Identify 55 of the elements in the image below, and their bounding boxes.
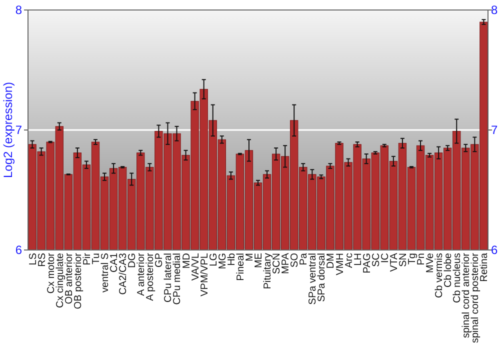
x-tick-label: CA1 <box>109 252 120 272</box>
x-tick-label: CPu medial <box>172 253 184 305</box>
x-tick-label: Pir <box>82 252 93 266</box>
x-tick-label: Cb lobe <box>443 252 454 288</box>
x-tick-label: LH <box>352 253 364 266</box>
x-tick-label: ME <box>254 252 264 268</box>
y-axis-title: Log2 (expression) <box>1 82 15 178</box>
x-tick-label: VA/VL <box>190 252 202 281</box>
x-tick-label: CA2/CA3 <box>118 252 130 295</box>
x-tick-label: VPM/VPL <box>199 252 210 296</box>
x-tick-label: OB posterior <box>72 252 84 310</box>
x-tick-label: SC <box>370 253 382 267</box>
x-tick-label: DG <box>127 252 138 268</box>
y2-tick-label: 6 <box>491 243 498 258</box>
x-tick-label: A posterior <box>145 252 156 301</box>
x-tick-label: GP <box>154 252 166 268</box>
x-tick-label: Pituitary <box>262 253 274 290</box>
x-tick-label: OB anterior <box>64 252 75 304</box>
x-tick-label: Pa <box>298 252 310 266</box>
x-tick-label: Arc <box>344 253 355 268</box>
x-tick-label: VMH <box>334 253 346 276</box>
x-tick-label: Cx cingulate <box>54 252 66 308</box>
y-tick-label: 7 <box>15 123 22 138</box>
x-tick-label: spinal cord anterior <box>461 252 472 338</box>
x-tick-label: Cb nucleus <box>452 253 464 304</box>
y2-tick-label: 8 <box>491 3 498 18</box>
x-tick-label: Hb <box>226 252 238 266</box>
x-tick-label: Cx motor <box>46 252 57 294</box>
x-tick-label: Retina <box>479 252 490 282</box>
x-tick-label: SO <box>290 252 301 268</box>
x-tick-label: MD <box>181 253 192 269</box>
x-tick-label: Tg <box>406 253 418 265</box>
x-tick-label: Tu <box>90 253 102 264</box>
x-tick-label: Pn <box>416 253 428 266</box>
x-tick-label: MPA <box>280 252 292 274</box>
x-tick-label: MG <box>217 252 228 270</box>
y-tick-label: 8 <box>15 3 22 18</box>
x-tick-label: LG <box>208 252 220 266</box>
x-tick-label: LS <box>28 252 39 266</box>
x-tick-label: SPa dorsal <box>316 253 328 302</box>
x-tick-label: spinal cord posterior <box>470 252 482 344</box>
x-tick-label: RS <box>36 252 48 267</box>
x-tick-label: DM <box>326 253 337 269</box>
y2-tick-label: 7 <box>491 123 498 138</box>
x-tick-label: MVe <box>425 252 436 274</box>
x-tick-label: SCN <box>272 253 283 274</box>
x-tick-label: ventral S <box>100 252 112 292</box>
y-tick-label: 6 <box>15 243 22 258</box>
x-tick-label: Pineal <box>235 253 246 281</box>
x-tick-label: PAG <box>362 252 373 274</box>
x-tick-label: A anterior <box>136 252 148 296</box>
x-tick-label: M <box>244 253 256 262</box>
x-tick-label: IC <box>380 253 391 263</box>
x-tick-label: VTA <box>388 252 400 272</box>
x-tick-label: SN <box>398 253 409 267</box>
